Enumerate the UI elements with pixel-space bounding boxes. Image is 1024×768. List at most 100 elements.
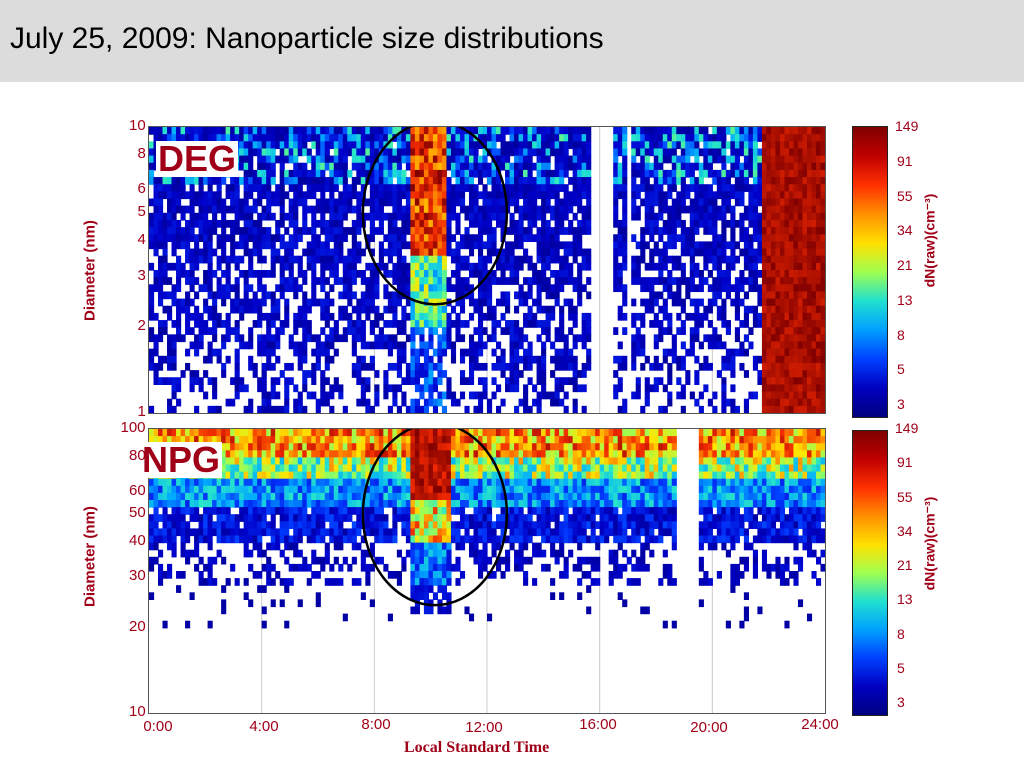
- heatmap-cell: [320, 528, 326, 537]
- heatmap-cell: [468, 234, 475, 242]
- heatmap-cell: [788, 377, 795, 385]
- heatmap-cell: [527, 234, 533, 242]
- heatmap-cell: [243, 148, 249, 157]
- heatmap-cell: [806, 184, 813, 192]
- heatmap-cell: [396, 248, 402, 257]
- heatmap-cell: [473, 241, 479, 250]
- heatmap-cell: [176, 514, 182, 522]
- heatmap-cell: [505, 241, 511, 250]
- heatmap-cell: [410, 155, 416, 164]
- heatmap-cell: [176, 398, 182, 407]
- heatmap-cell: [234, 241, 240, 250]
- heatmap-cell: [514, 305, 520, 314]
- heatmap-cell: [180, 500, 186, 508]
- heatmap-cell: [613, 141, 619, 150]
- heatmap-cell: [252, 478, 258, 487]
- heatmap-cell: [297, 535, 303, 544]
- heatmap-cell: [459, 234, 466, 242]
- heatmap-cell: [644, 134, 650, 142]
- heatmap-cell: [194, 219, 200, 228]
- heatmap-cell: [779, 384, 786, 393]
- heatmap-cell: [640, 227, 646, 235]
- heatmap-cell: [658, 291, 664, 300]
- heatmap-cell: [703, 205, 709, 214]
- heatmap-cell: [153, 198, 159, 207]
- heatmap-cell: [541, 134, 547, 142]
- heatmap-cell: [171, 184, 177, 192]
- heatmap-cell: [333, 148, 339, 157]
- heatmap-cell: [766, 148, 772, 157]
- heatmap-cell: [387, 162, 393, 171]
- heatmap-cell: [631, 127, 637, 135]
- heatmap-cell: [176, 284, 182, 293]
- heatmap-cell: [523, 277, 529, 285]
- heatmap-cell: [149, 514, 155, 522]
- heatmap-cell: [275, 507, 281, 515]
- heatmap-cell: [694, 177, 700, 185]
- heatmap-cell: [234, 334, 240, 343]
- heatmap-cell: [622, 248, 628, 257]
- heatmap-cell: [149, 169, 155, 178]
- heatmap-cell: [523, 212, 529, 221]
- heatmap-cell: [392, 127, 398, 135]
- heatmap-cell: [162, 127, 168, 135]
- heatmap-cell: [815, 320, 822, 328]
- heatmap-cell: [671, 155, 677, 164]
- heatmap-cell: [649, 191, 655, 200]
- heatmap-cell: [207, 377, 213, 385]
- heatmap-cell: [725, 191, 731, 200]
- heatmap-cell: [554, 127, 560, 135]
- heatmap-cell: [793, 370, 799, 378]
- heatmap-cell: [734, 127, 740, 135]
- heatmap-cell: [419, 284, 425, 293]
- heatmap-cell: [815, 348, 822, 357]
- heatmap-cell: [261, 348, 267, 357]
- heatmap-cell: [320, 443, 326, 451]
- heatmap-cell: [761, 405, 768, 413]
- heatmap-cell: [473, 362, 479, 371]
- heatmap-cell: [811, 191, 817, 200]
- heatmap-cell: [788, 127, 795, 135]
- heatmap-cell: [162, 291, 168, 300]
- heatmap-cell: [324, 478, 330, 487]
- heatmap-cell: [477, 320, 484, 328]
- heatmap-cell: [189, 284, 195, 293]
- heatmap-cell: [680, 355, 686, 364]
- heatmap-cell: [770, 191, 777, 200]
- heatmap-cell: [707, 241, 713, 250]
- heatmap-cell: [392, 291, 398, 300]
- heatmap-cell: [617, 312, 623, 321]
- heatmap-cell: [450, 127, 457, 135]
- heatmap-cell: [459, 155, 466, 164]
- heatmap-cell: [743, 205, 749, 214]
- heatmap-cell: [171, 355, 177, 364]
- heatmap-cell: [477, 212, 484, 221]
- heatmap-cell: [329, 212, 335, 221]
- heatmap-cell: [581, 227, 587, 235]
- heatmap-cell: [635, 127, 641, 135]
- heatmap-cell: [770, 212, 777, 221]
- heatmap-cell: [572, 169, 578, 178]
- heatmap-cell: [392, 398, 398, 407]
- heatmap-cell: [527, 127, 533, 135]
- heatmap-cell: [689, 134, 695, 142]
- heatmap-cell: [640, 248, 646, 257]
- heatmap-cell: [230, 191, 236, 200]
- heatmap-cell: [288, 436, 294, 444]
- heatmap-cell: [239, 384, 245, 393]
- heatmap-cell: [770, 398, 777, 407]
- heatmap-cell: [333, 219, 339, 228]
- heatmap-cell: [428, 141, 434, 150]
- heatmap-cell: [581, 155, 587, 164]
- heatmap-cell: [212, 521, 218, 529]
- heatmap-cell: [176, 334, 182, 343]
- heatmap-cell: [203, 327, 209, 335]
- heatmap-cell: [550, 312, 556, 321]
- heatmap-cell: [356, 362, 362, 371]
- heatmap-cell: [324, 241, 330, 250]
- heatmap-cell: [234, 370, 240, 378]
- heatmap-cell: [671, 341, 677, 350]
- heatmap-cell: [640, 134, 646, 142]
- heatmap-cell: [225, 398, 231, 407]
- heatmap-cell: [694, 270, 700, 278]
